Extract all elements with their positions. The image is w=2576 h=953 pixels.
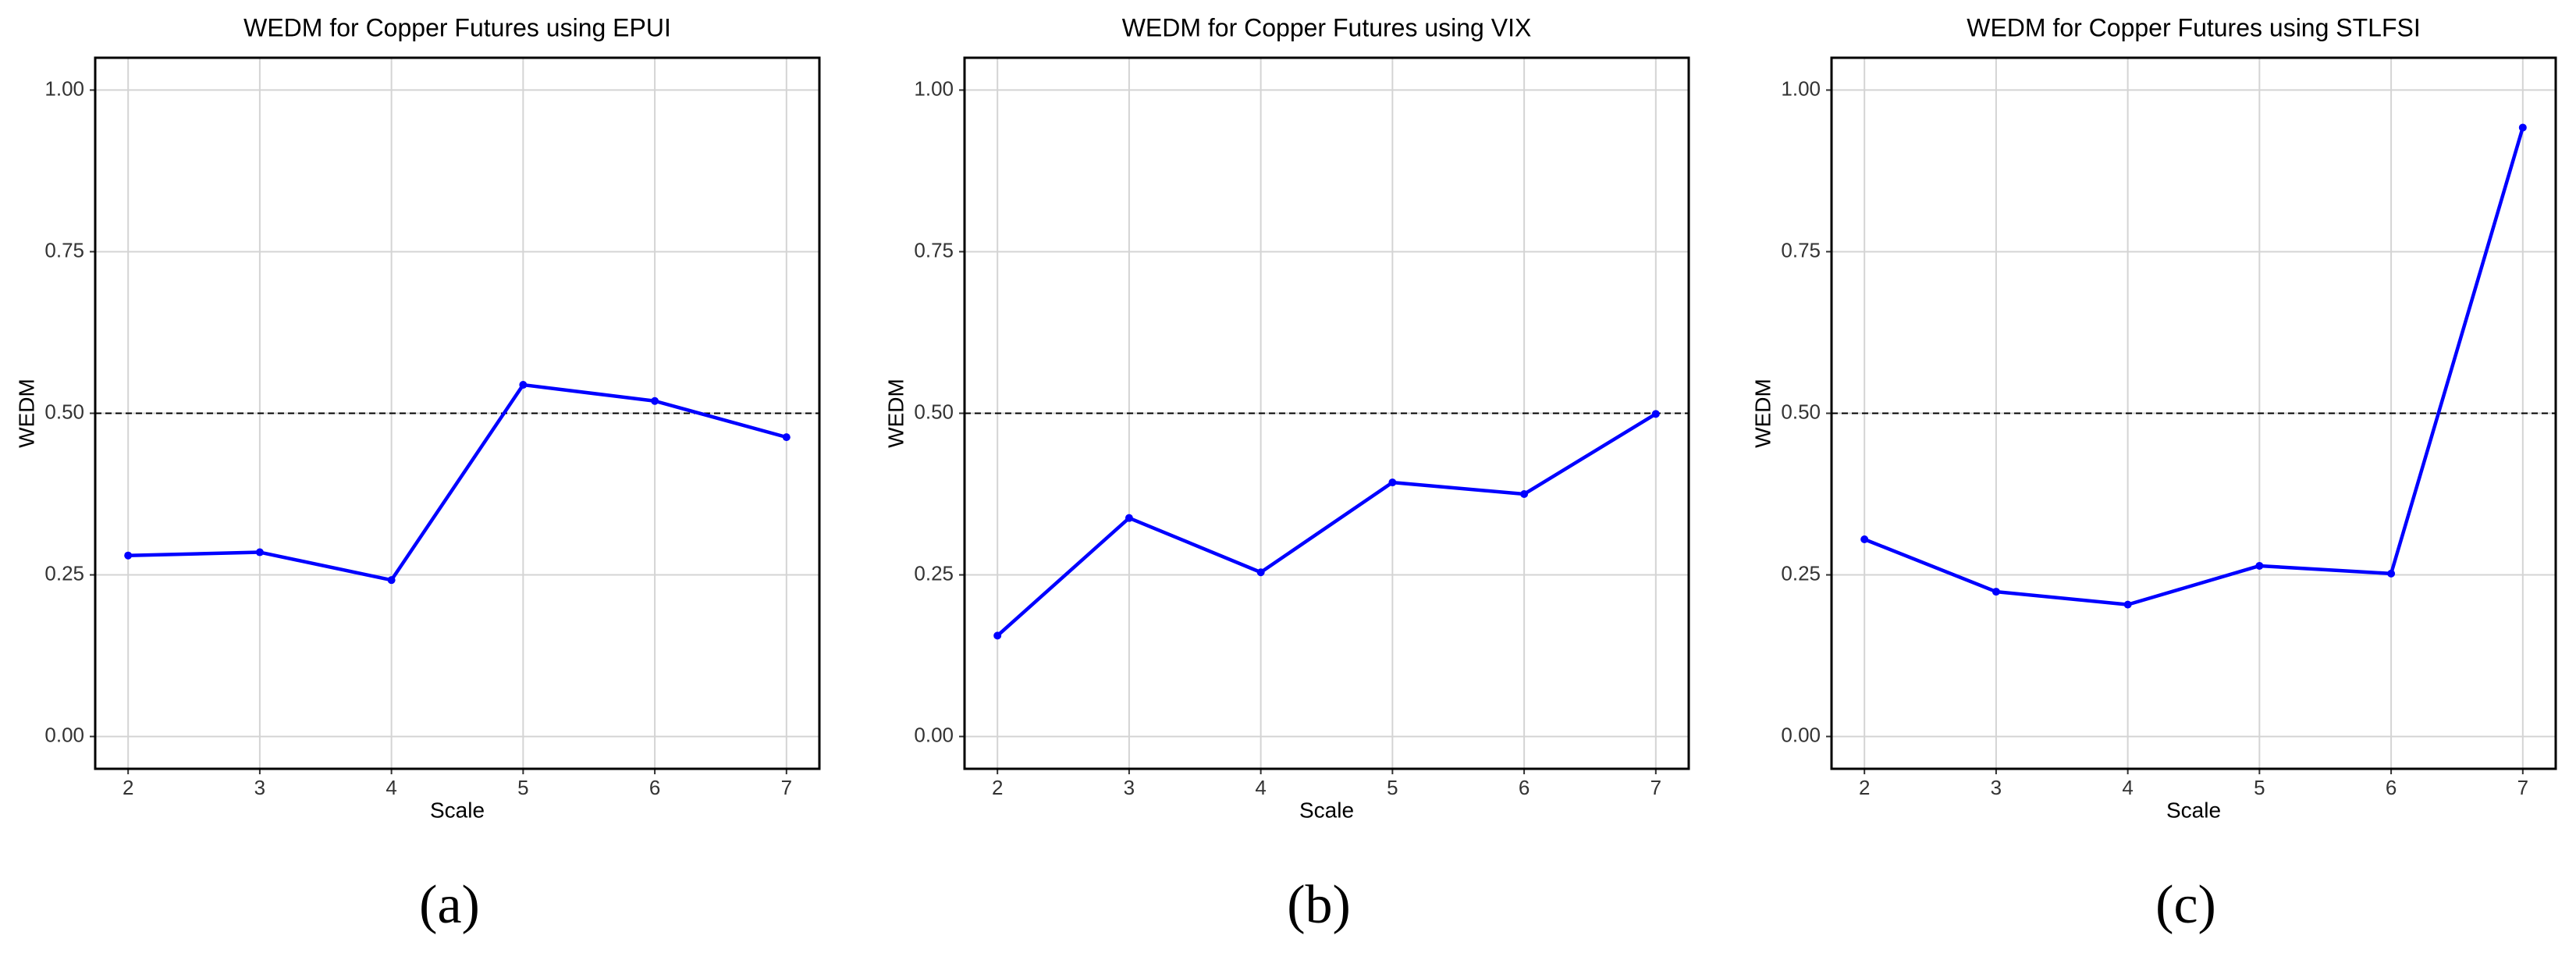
x-tick-label: 4 [1255,776,1266,799]
data-point [1388,478,1397,487]
data-point [1992,588,2000,596]
data-point [1651,410,1660,418]
x-tick-label: 7 [781,776,792,799]
y-tick-label: 0.00 [44,723,84,746]
subfigure-caption: (c) [2155,875,2216,935]
y-tick-label: 0.75 [1781,238,1821,261]
data-point [1520,490,1529,499]
x-axis-label: Scale [1299,798,1354,822]
data-point [1125,514,1133,522]
data-point [782,433,791,442]
x-tick-label: 2 [1859,776,1870,799]
x-tick-label: 6 [1519,776,1530,799]
x-tick-label: 2 [992,776,1003,799]
data-point [651,396,659,405]
x-tick-label: 3 [1124,776,1135,799]
data-point [2387,569,2396,578]
x-tick-label: 7 [2517,776,2528,799]
data-point [1860,535,1869,543]
x-axis-label: Scale [2166,798,2221,822]
chart-title: WEDM for Copper Futures using EPUI [243,13,671,41]
x-tick-label: 6 [649,776,660,799]
y-tick-label: 0.00 [914,723,954,746]
x-tick-label: 2 [123,776,133,799]
plot-border [963,56,1690,770]
y-tick-label: 1.00 [1781,76,1821,100]
y-tick-label: 0.50 [44,400,84,423]
x-tick-label: 3 [254,776,265,799]
x-axis-label: Scale [430,798,485,822]
data-line [128,382,787,582]
y-tick-label: 0.50 [1781,400,1821,423]
y-tick-label: 0.25 [914,561,954,585]
y-axis-label: WEDM [14,379,38,448]
chart-panel: WEDM for Copper Futures using STLFSI 0.00… [1750,13,2557,935]
y-tick-label: 0.25 [44,561,84,585]
data-line [1864,126,2524,606]
x-tick-label: 5 [2254,776,2265,799]
y-tick-label: 0.75 [914,238,954,261]
x-tick-label: 3 [1991,776,2002,799]
data-point [1256,568,1265,577]
subfigure-caption: (b) [1287,875,1351,935]
data-point [2518,123,2527,132]
y-tick-label: 0.00 [1781,723,1821,746]
data-point [2123,600,2132,609]
y-tick-label: 1.00 [44,76,84,100]
plot-border [1830,56,2557,770]
data-point [124,551,133,560]
chart-panel: WEDM for Copper Futures using EPUI 0.00 0.… [14,13,821,935]
x-tick-label: 6 [2386,776,2397,799]
x-tick-label: 4 [386,776,396,799]
data-point [255,548,264,557]
x-tick-label: 5 [517,776,528,799]
y-axis-label: WEDM [1750,379,1775,448]
y-tick-label: 0.50 [914,400,954,423]
subfigure-caption: (a) [419,875,480,935]
y-axis-label: WEDM [883,379,908,448]
data-line [996,412,1657,638]
data-point [387,576,396,585]
data-point [993,631,1002,640]
y-tick-label: 0.75 [44,238,84,261]
chart-title: WEDM for Copper Futures using STLFSI [1967,13,2421,41]
x-tick-label: 5 [1387,776,1398,799]
plot-border [94,56,821,770]
y-tick-label: 0.25 [1781,561,1821,585]
x-tick-label: 4 [2122,776,2133,799]
chart-title: WEDM for Copper Futures using VIX [1122,13,1532,41]
chart-panel: WEDM for Copper Futures using VIX 0.00 0.2… [883,13,1690,935]
data-point [519,381,528,389]
x-tick-label: 7 [1650,776,1661,799]
y-tick-label: 1.00 [914,76,954,100]
data-point [2255,561,2264,570]
